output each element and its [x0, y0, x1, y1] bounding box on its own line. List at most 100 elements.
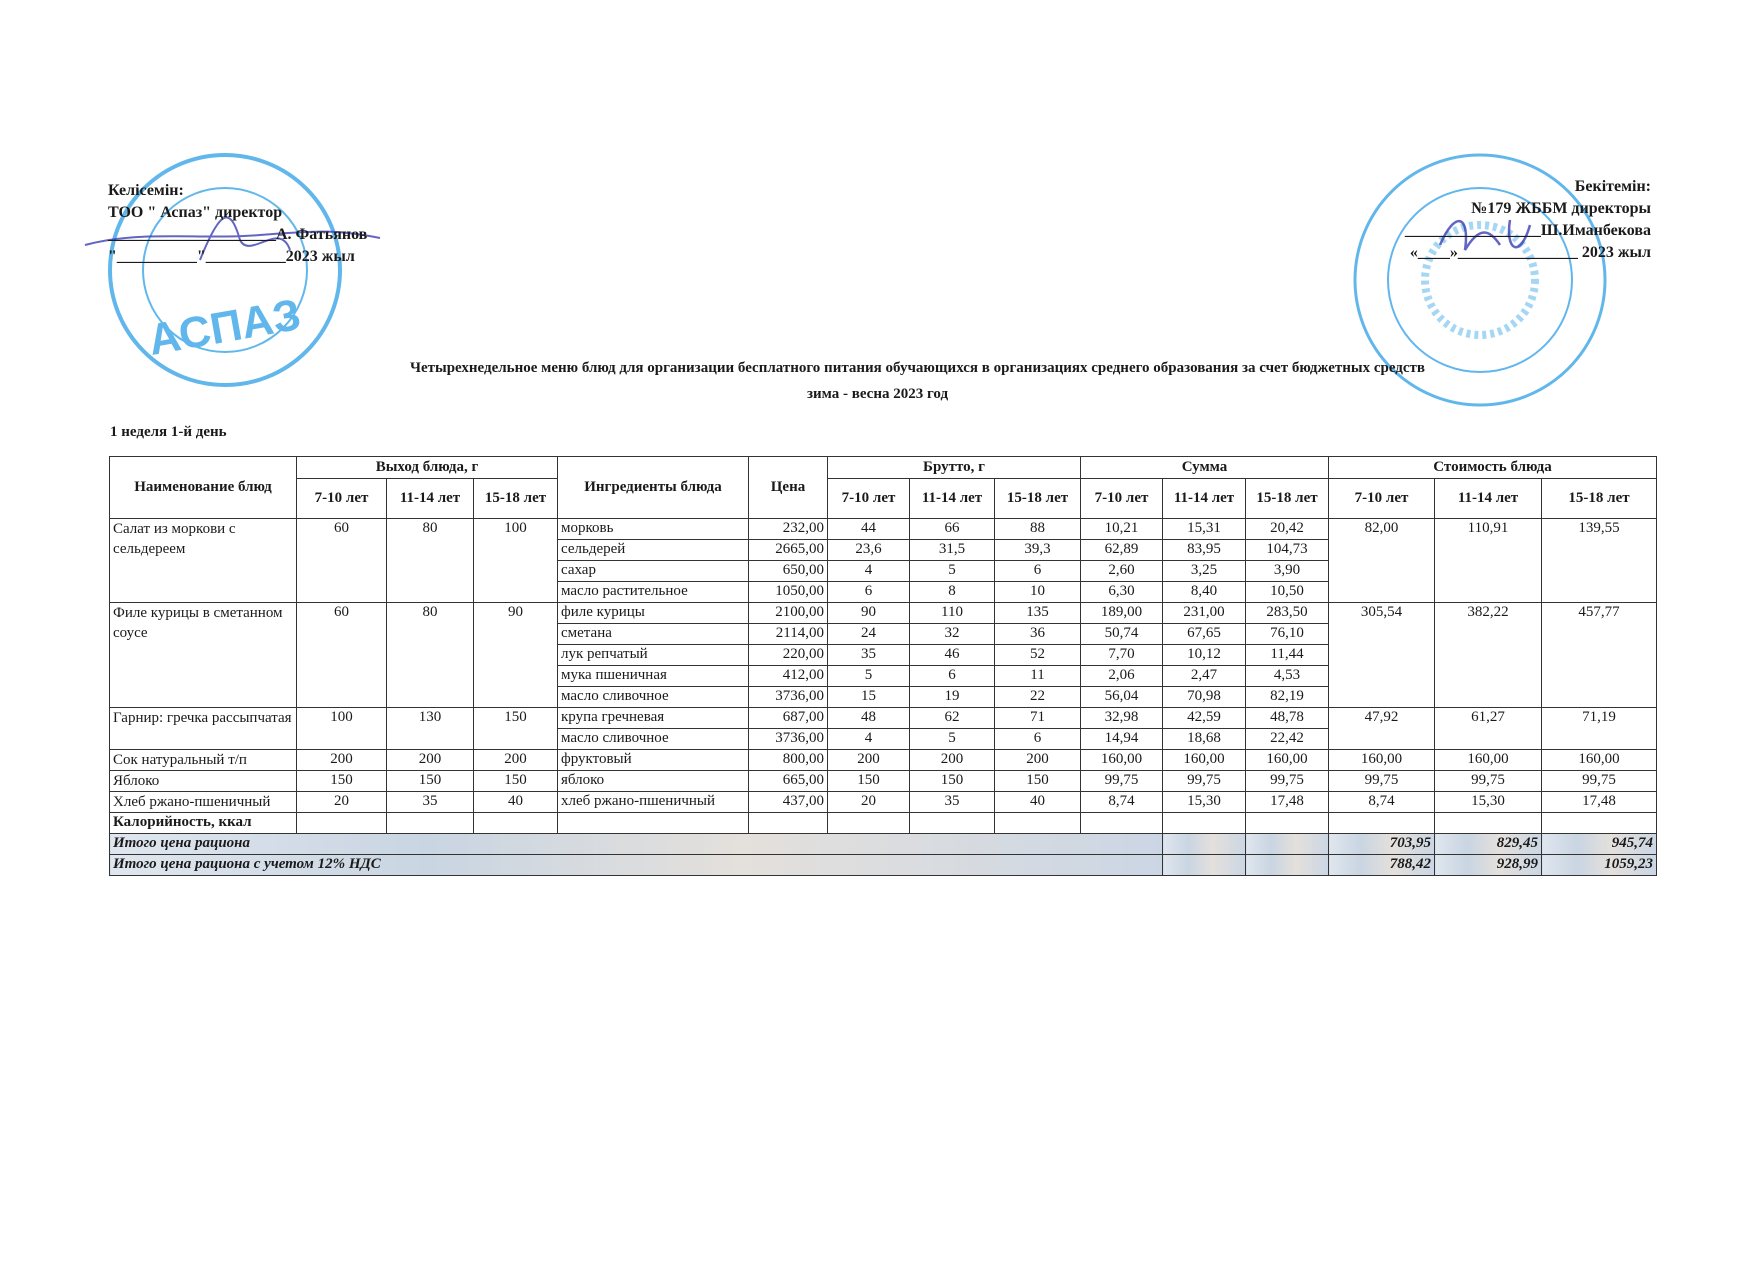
- total-label: Итого цена рациона с учетом 12% НДС: [109, 854, 1163, 876]
- ingredient-brutto: 4: [827, 728, 910, 750]
- ingredient-sum: 50,74: [1080, 623, 1163, 645]
- ingredient-brutto: 52: [994, 644, 1081, 666]
- ingredient-price: 437,00: [748, 791, 828, 813]
- approval-left: Келісемін: ТОО " Аспаз" директор _______…: [108, 180, 367, 268]
- ingredient-brutto: 200: [994, 749, 1081, 771]
- dish-cost: 160,00: [1541, 749, 1657, 771]
- total-value: 945,74: [1541, 833, 1657, 855]
- ingredient-brutto: 44: [827, 518, 910, 540]
- ingredient-name: мука пшеничная: [557, 665, 749, 687]
- ingredient-brutto: 6: [827, 581, 910, 603]
- ingredient-sum: 83,95: [1162, 539, 1246, 561]
- dish-output: 90: [473, 602, 558, 708]
- dish-name: Гарнир: гречка рассыпчатая: [109, 707, 297, 750]
- ingredient-brutto: 10: [994, 581, 1081, 603]
- ingredient-sum: 82,19: [1245, 686, 1329, 708]
- ingredient-price: 2100,00: [748, 602, 828, 624]
- ingredient-sum: 283,50: [1245, 602, 1329, 624]
- ingredient-sum: 18,68: [1162, 728, 1246, 750]
- ingredient-price: 412,00: [748, 665, 828, 687]
- ingredient-name: сахар: [557, 560, 749, 582]
- dish-output: 150: [296, 770, 387, 792]
- ingredient-name: масло растительное: [557, 581, 749, 603]
- ingredient-price: 232,00: [748, 518, 828, 540]
- dish-output: 150: [386, 770, 474, 792]
- calories-cell: [1541, 812, 1657, 834]
- ingredient-brutto: 8: [909, 581, 995, 603]
- table-row: Хлеб ржано-пшеничный 20 35 40 хлеб ржано-пше…: [109, 791, 1657, 813]
- dish-cost: 82,00: [1328, 518, 1435, 603]
- dish-output: 130: [386, 707, 474, 750]
- header-output-age: 15-18 лет: [473, 478, 558, 519]
- document-title: Четырехнедельное меню блюд для организац…: [409, 360, 1426, 376]
- ingredient-name: фруктовый: [557, 749, 749, 771]
- ingredient-sum: 15,31: [1162, 518, 1246, 540]
- ingredient-sum: 160,00: [1080, 749, 1163, 771]
- table-row: масло сливочное 3736,00 15 19 22 56,04 70,98 82…: [110, 686, 1657, 708]
- table-row: лук репчатый 220,00 35 46 52 7,70 10,12 11,44: [110, 644, 1657, 666]
- dish-cost: 61,27: [1434, 707, 1542, 750]
- ingredient-brutto: 6: [994, 728, 1081, 750]
- ingredient-price: 3736,00: [748, 686, 828, 708]
- ingredient-sum: 2,47: [1162, 665, 1246, 687]
- table-row: масло сливочное 3736,00 4 5 6 14,94 18,68 22,42: [110, 728, 1657, 750]
- approval-left-label: Келісемін:: [108, 182, 184, 199]
- calories-cell: [296, 812, 387, 834]
- dish-cost: 99,75: [1434, 770, 1542, 792]
- total-empty: [1162, 854, 1246, 876]
- dish-name: Яблоко: [109, 770, 297, 792]
- calories-cell: [1162, 812, 1246, 834]
- table-row: мука пшеничная 412,00 5 6 11 2,06 2,47 4,53: [110, 665, 1657, 687]
- dish-output: 35: [386, 791, 474, 813]
- ingredient-sum: 99,75: [1080, 770, 1163, 792]
- ingredient-name: масло сливочное: [557, 728, 749, 750]
- ingredient-brutto: 5: [909, 728, 995, 750]
- ingredient-brutto: 15: [827, 686, 910, 708]
- ingredient-sum: 8,74: [1080, 791, 1163, 813]
- calories-cell: [1434, 812, 1542, 834]
- dish-cost: 17,48: [1541, 791, 1657, 813]
- header-sum-age: 15-18 лет: [1245, 478, 1329, 519]
- header-ingredients: Ингредиенты блюда: [557, 456, 749, 519]
- dish-cost: 305,54: [1328, 602, 1435, 708]
- ingredient-price: 220,00: [748, 644, 828, 666]
- dish-cost: 382,22: [1434, 602, 1542, 708]
- ingredient-brutto: 36: [994, 623, 1081, 645]
- total-empty: [1162, 833, 1246, 855]
- ingredient-brutto: 5: [909, 560, 995, 582]
- header-output-age: 7-10 лет: [296, 478, 387, 519]
- ingredient-name: крупа гречневая: [557, 707, 749, 729]
- ingredient-name: сметана: [557, 623, 749, 645]
- ingredient-brutto: 66: [909, 518, 995, 540]
- ingredient-name: масло сливочное: [557, 686, 749, 708]
- ingredient-brutto: 135: [994, 602, 1081, 624]
- dish-output: 40: [473, 791, 558, 813]
- ingredient-brutto: 20: [827, 791, 910, 813]
- dish-name: Салат из моркови с сельдереем: [109, 518, 297, 603]
- ingredient-name: хлеб ржано-пшеничный: [557, 791, 749, 813]
- company-stamp: АСПАЗ: [108, 153, 342, 387]
- calories-cell: [1245, 812, 1329, 834]
- ingredient-sum: 8,40: [1162, 581, 1246, 603]
- ingredient-sum: 76,10: [1245, 623, 1329, 645]
- table-row: Сок натуральный т/п 200 200 200 фруктовый 800…: [109, 749, 1657, 771]
- table-row: Филе курицы в сметанном соусе 60 80 90 филе …: [109, 602, 1657, 708]
- dish-name: Сок натуральный т/п: [109, 749, 297, 771]
- calories-cell: [1080, 812, 1163, 834]
- header-cost: Стоимость блюда: [1328, 456, 1657, 479]
- table-row: Салат из моркови с сельдереем 60 80 100 морк…: [109, 518, 1657, 603]
- header-sum: Сумма: [1080, 456, 1329, 479]
- ingredient-price: 687,00: [748, 707, 828, 729]
- total-label: Итого цена рациона: [109, 833, 1163, 855]
- dish-cost: 139,55: [1541, 518, 1657, 603]
- approval-right-name: _________________Ш.Иманбекова: [1404, 222, 1651, 239]
- calories-cell: [473, 812, 558, 834]
- table-row: Яблоко 150 150 150 яблоко 665,00 150 150 150 99,7…: [109, 770, 1657, 792]
- ingredient-name: яблоко: [557, 770, 749, 792]
- dish-name: Хлеб ржано-пшеничный: [109, 791, 297, 813]
- approval-left-date: "__________"__________2023 жыл: [108, 248, 355, 265]
- table-row: масло растительное 1050,00 6 8 10 6,30 8,40 10,…: [110, 581, 1657, 603]
- ingredient-sum: 20,42: [1245, 518, 1329, 540]
- header-cost-age: 15-18 лет: [1541, 478, 1657, 519]
- calories-cell: [1328, 812, 1435, 834]
